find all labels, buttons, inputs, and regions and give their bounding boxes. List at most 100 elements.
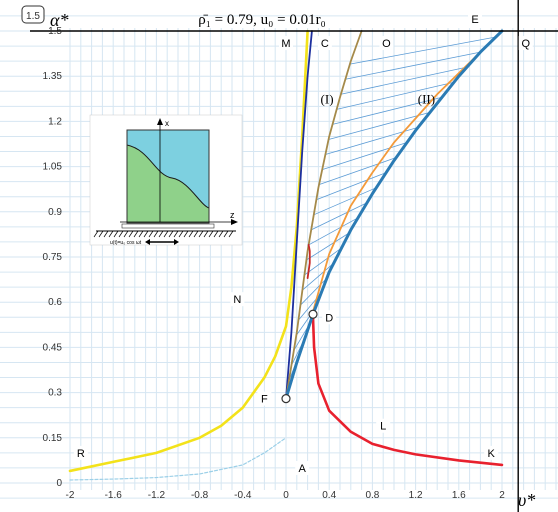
ground-hatch [153,230,159,238]
markers [281,309,318,404]
point-label: F [261,394,268,406]
y-tick-label: 0.9 [48,207,62,218]
point-label-box [279,36,293,51]
series-line-4 [308,30,503,325]
y-tick-label: 0.45 [43,342,63,353]
point-label-box [257,391,272,406]
x-tick-label: -0.8 [191,490,209,501]
hatched-region [288,36,496,381]
series-line-7 [69,437,287,481]
ground-hatch [93,230,99,238]
ground-hatch [163,230,169,238]
inset-fill [127,145,209,223]
y-tick-label: 1.35 [43,71,63,82]
hatch-line [336,81,455,110]
x-tick-label: 1.6 [452,490,466,501]
ground-hatch [228,230,234,238]
hatch-line [349,36,496,65]
y-tick-label: 1.05 [43,162,63,173]
ground-hatch [223,230,229,238]
point-label-box [484,445,499,460]
point-label-box [468,11,482,26]
x-tick-label: -1.2 [148,490,166,501]
hatch-line [306,232,350,261]
point-label-box [322,310,337,325]
ground-hatch [188,230,194,238]
ground-hatch [148,230,154,238]
y-tick-label: 0.15 [43,433,63,444]
hatch-line [322,142,408,170]
hatch-line [308,217,359,246]
point-label: A [299,463,307,475]
series-line-6 [306,244,311,279]
hatch-line [345,51,481,80]
ground-hatch [203,230,209,238]
series-line-3 [285,30,363,400]
x-tick-label: 0 [283,490,289,501]
y-tick-label: 0 [56,478,62,489]
hatch-line [302,262,335,291]
point-label: M [281,38,290,50]
ground-hatch [113,230,119,238]
x-tick-label: 2 [499,490,505,501]
tick-labels: -2 -1.6 -1.2 -0.8 -0.4 0 0.4 0.8 1.2 1.6 2 0 0.15 0.3… [43,26,506,501]
point-label: K [488,448,496,460]
series-line-2 [285,30,313,400]
point-label: R [77,448,85,460]
hatch-line [300,277,328,306]
point-label: O [382,38,391,50]
hatch-line [304,247,342,276]
point-label: L [380,421,386,433]
point-label-box [73,445,88,460]
curve-label: (I) [321,91,334,106]
chart-badge-text: 1.5 [26,11,40,22]
inset-caption: u(t)=u₀ cos ωt [110,240,142,246]
hatch-line [311,202,368,231]
y-tick-label: 0.6 [48,297,62,308]
reference-lines [30,0,558,512]
hatch-line [313,187,377,216]
chart-badge: 1.5 [21,5,45,24]
x-axis-label: υ* [518,490,535,510]
hatch-line [318,157,397,186]
series-group [68,29,504,481]
hatch-line [332,96,443,125]
y-tick-label: 0.75 [43,252,63,263]
ground-hatch [103,230,109,238]
ground-hatch [138,230,144,238]
ground-hatch [183,230,189,238]
ground-hatch [173,230,179,238]
ground-hatch [123,230,129,238]
y-tick-label: 1.2 [48,116,62,127]
ground-hatch [168,230,174,238]
ground-hatch [128,230,134,238]
point-label-box [317,36,332,51]
point-label-box [376,418,391,433]
ground-hatch [198,230,204,238]
ground-hatch [208,230,214,238]
x-tick-label: 0.8 [365,490,379,501]
hatch-line [340,66,467,95]
x-tick-label: 0.4 [322,490,336,501]
hatch-line [328,111,431,140]
ground-hatch [98,230,104,238]
ground-hatch [118,230,124,238]
point-label: C [321,38,329,50]
inset-z-label: z [230,210,235,220]
point-marker [308,309,318,319]
ground-hatch [193,230,199,238]
ground-hatch [213,230,219,238]
curve-label: (II) [418,91,435,106]
point-label-box [518,36,533,51]
hatch-line [316,172,387,201]
inset-x-label: x [165,119,169,128]
inset-diagram: x z u(t)=u₀ cos ωt [89,114,243,246]
point-label-box [230,292,245,307]
point-marker [281,394,291,404]
x-tick-label: 1.2 [409,490,423,501]
ground-hatch [158,230,164,238]
point-label: N [233,294,241,306]
point-labels: M C O E Q N D F L K R A (I) (II) [73,11,533,475]
x-tick-label: -2 [66,490,75,501]
